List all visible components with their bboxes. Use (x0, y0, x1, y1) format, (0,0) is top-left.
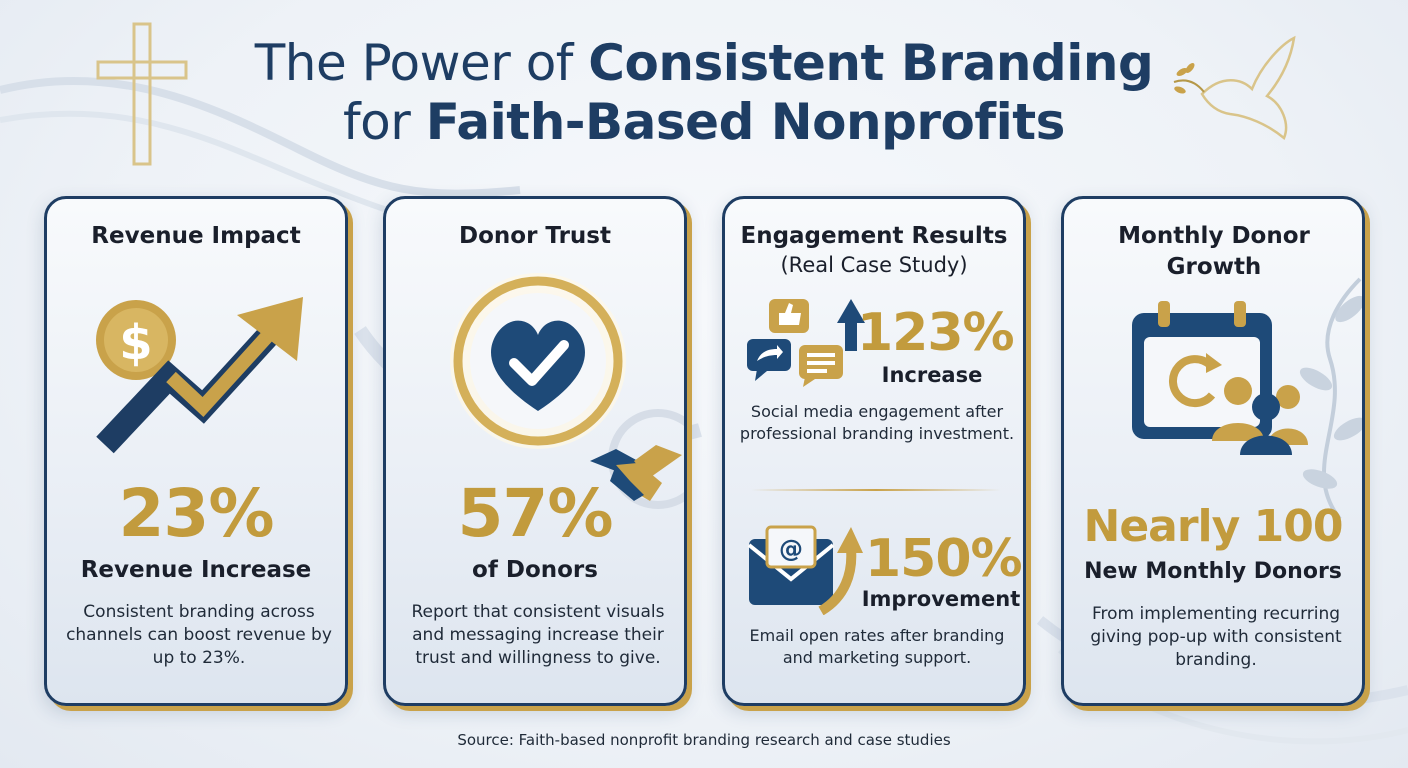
email-stat-label: Improvement (861, 587, 1021, 611)
dove-icon (1173, 35, 1296, 141)
calendar-donors-icon (1132, 301, 1308, 455)
card-description: Consistent branding across channels can … (66, 602, 332, 668)
card-title: Donor Trust (459, 223, 611, 249)
title-line1-light: The Power of (254, 34, 589, 92)
stat-value: 57% (457, 475, 614, 552)
email-description: Email open rates after branding and mark… (749, 626, 1005, 667)
title-line2-light: for (343, 93, 426, 151)
email-growth-icon: @ (747, 525, 863, 615)
stat-value: 23% (118, 475, 275, 552)
email-stat-value: 150% (865, 529, 1023, 589)
svg-text:$: $ (119, 315, 152, 371)
title-line1-bold: Consistent Branding (588, 34, 1154, 92)
handshake-icon (590, 445, 682, 501)
dollar-growth-arrow-icon: $ (96, 297, 303, 454)
card-description: Report that consistent visuals and messa… (411, 602, 665, 668)
heart-check-icon (450, 273, 684, 509)
card-title: Engagement Results (740, 223, 1008, 249)
card-monthly-donor-growth: Monthly Donor Growth Nearly 100 New Mont… (1061, 196, 1365, 706)
section-divider (751, 489, 1001, 491)
card-title: Revenue Impact (91, 223, 301, 249)
social-description: Social media engagement after profession… (739, 402, 1015, 443)
svg-text:@: @ (779, 535, 803, 563)
card-title: Monthly Donor Growth (1118, 223, 1310, 280)
stat-label: Revenue Increase (80, 557, 312, 583)
title-line2-bold: Faith-Based Nonprofits (425, 93, 1066, 151)
card-description: From implementing recurring giving pop-u… (1090, 604, 1342, 670)
social-engagement-icon (747, 299, 865, 387)
page-title: The Power of Consistent Branding for Fai… (0, 34, 1408, 152)
stat-value: Nearly 100 (1083, 501, 1344, 552)
social-stat-value: 123% (857, 303, 1015, 363)
card-subtitle: (Real Case Study) (780, 253, 968, 277)
stat-label: of Donors (472, 557, 598, 583)
source-note: Source: Faith-based nonprofit branding r… (457, 731, 951, 749)
social-stat-label: Increase (881, 363, 983, 387)
card-donor-trust: Donor Trust 57% of Donors Report that co… (383, 196, 687, 706)
vine-leaf-decoration (1299, 277, 1362, 521)
card-revenue-impact: Revenue Impact $ 23% Revenue Increase Co… (44, 196, 348, 706)
stat-label: New Monthly Donors (1084, 559, 1342, 584)
cross-icon (96, 22, 188, 166)
card-engagement-results: Engagement Results (Real Case Study) 123… (722, 196, 1026, 706)
